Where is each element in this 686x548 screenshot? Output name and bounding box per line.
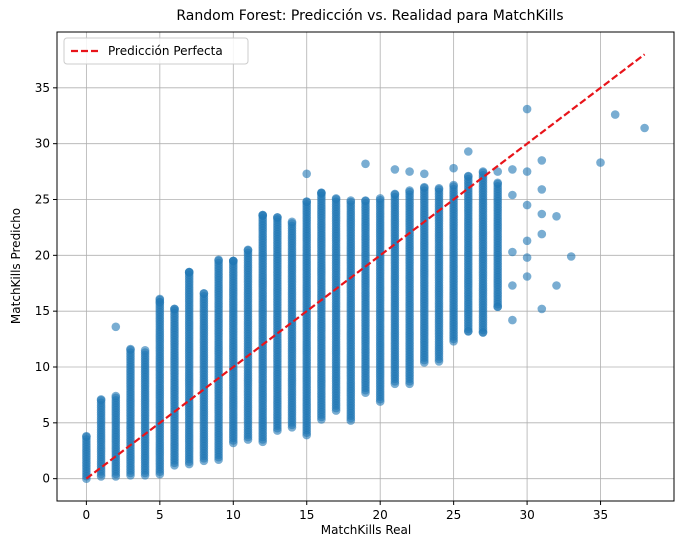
scatter-point — [508, 281, 517, 290]
scatter-point — [449, 163, 458, 173]
y-tick-label: 30 — [35, 137, 50, 151]
scatter-point — [522, 167, 532, 176]
y-axis-title: MatchKills Predicho — [9, 208, 23, 324]
scatter-point — [390, 189, 400, 199]
y-tick-label: 20 — [35, 248, 50, 262]
y-tick-label: 25 — [35, 193, 50, 207]
scatter-point — [302, 169, 312, 179]
scatter-point — [331, 194, 341, 203]
scatter-point — [493, 302, 503, 312]
legend-label: Predicción Perfecta — [108, 44, 223, 58]
scatter-point — [537, 156, 547, 165]
scatter-point — [537, 209, 547, 219]
scatter-point — [493, 167, 503, 176]
scatter-point — [522, 272, 532, 281]
scatter-point — [537, 185, 547, 194]
scatter-point — [405, 186, 414, 195]
x-axis-title: MatchKills Real — [321, 523, 411, 537]
scatter-point — [508, 190, 517, 200]
scatter-point — [522, 236, 532, 246]
scatter-point — [596, 158, 605, 167]
scatter-point — [522, 253, 532, 262]
perfect-prediction-line — [85, 53, 646, 480]
plot-frame — [56, 31, 675, 502]
scatter-point — [464, 171, 473, 181]
y-tick-label: 35 — [35, 81, 50, 95]
scatter-point — [361, 196, 370, 205]
scatter-point — [111, 322, 121, 332]
scatter-point — [537, 229, 547, 239]
y-axis: 0 5 10 15 20 25 30 35 — [35, 81, 57, 486]
scatter-point — [361, 159, 370, 169]
scatter-point — [229, 256, 238, 266]
scatter-point — [640, 123, 649, 133]
scatter-point — [96, 395, 106, 404]
scatter-point — [493, 178, 503, 188]
chart-title: Random Forest: Predicción vs. Realidad p… — [176, 8, 563, 24]
scatter-point — [508, 315, 517, 325]
x-tick-label: 35 — [593, 508, 608, 522]
x-tick-label: 10 — [226, 508, 241, 522]
scatter-point — [199, 289, 209, 298]
scatter-point — [243, 245, 253, 255]
x-tick-label: 30 — [519, 508, 534, 522]
scatter-point — [552, 212, 561, 221]
y-tick-label: 10 — [35, 360, 50, 374]
scatter-point — [434, 184, 444, 193]
scatter-point — [82, 431, 91, 441]
y-tick-label: 5 — [42, 416, 50, 430]
scatter-point — [478, 328, 488, 337]
x-tick-label: 20 — [373, 508, 388, 522]
scatter-point — [522, 104, 532, 114]
scatter-point — [258, 210, 268, 220]
scatter-point — [287, 217, 297, 227]
scatter-point — [214, 255, 223, 265]
scatter-point — [140, 346, 150, 355]
perfect-prediction-line-path — [85, 53, 646, 480]
scatter-point — [155, 297, 165, 307]
scatter-point — [170, 304, 179, 314]
scatter-point — [420, 169, 429, 179]
scatter-point — [508, 247, 517, 257]
scatter-point — [610, 110, 620, 119]
legend-box — [63, 37, 249, 65]
scatter-point — [317, 188, 326, 198]
scatter-point — [184, 267, 194, 277]
scatter-point — [126, 344, 135, 354]
scatter-points — [82, 104, 649, 484]
scatter-point — [302, 197, 312, 206]
scatter-point — [111, 391, 121, 401]
scatter-point — [273, 213, 282, 222]
scatter-point — [566, 252, 576, 261]
scatter-point — [522, 200, 532, 210]
x-tick-label: 0 — [83, 508, 91, 522]
scatter-point — [552, 281, 561, 290]
scatter-point — [375, 194, 385, 203]
scatter-point — [464, 147, 473, 156]
scatter-point — [420, 182, 429, 192]
scatter-point — [449, 180, 458, 190]
y-tick-label: 15 — [35, 304, 50, 318]
x-tick-label: 5 — [156, 508, 164, 522]
scatter-point — [537, 304, 547, 314]
scatter-point — [464, 327, 473, 336]
legend: Predicción Perfecta — [63, 37, 249, 65]
scatter-point — [478, 167, 488, 176]
x-axis: 0 5 10 15 20 25 30 35 — [83, 501, 608, 522]
y-tick-label: 0 — [42, 472, 50, 486]
scatter-point — [508, 165, 517, 174]
x-tick-label: 25 — [446, 508, 461, 522]
scatter-point — [390, 165, 400, 174]
x-tick-label: 15 — [299, 508, 314, 522]
scatter-point — [346, 196, 356, 205]
scatter-point — [405, 167, 414, 176]
